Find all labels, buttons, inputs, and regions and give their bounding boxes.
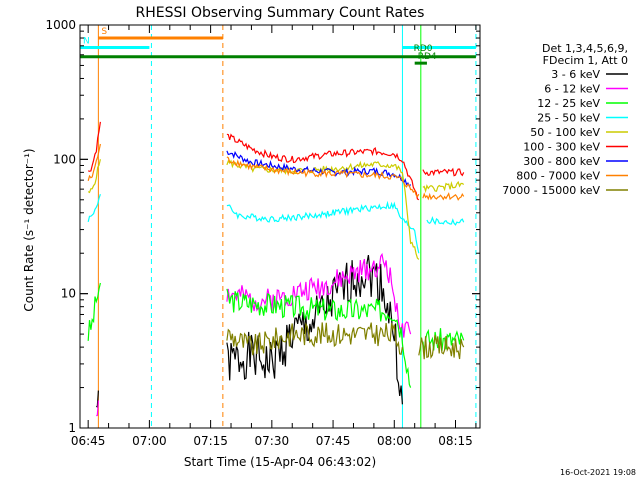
x-tick-label: 08:15	[438, 434, 473, 448]
legend-entry-label: 50 - 100 keV	[530, 126, 600, 139]
legend-entry-label: 300 - 800 keV	[523, 155, 600, 168]
series-line-5-0	[87, 121, 101, 172]
series-line-7-2	[422, 192, 465, 201]
legend-header-0: Det 1,3,4,5,6,9,	[542, 42, 628, 55]
series-line-0-0	[95, 390, 99, 409]
series-line-2-0	[87, 282, 101, 341]
annotation-label-0: S	[101, 27, 107, 37]
series-line-4-2	[422, 180, 465, 194]
x-tick-label: 06:45	[71, 434, 106, 448]
x-tick-label: 07:30	[255, 434, 290, 448]
axes: 1 10 100 1000 06:45 07:00 07:15 07:30 07:45 08:00…	[45, 18, 481, 448]
series-line-5-2	[422, 167, 465, 177]
series-line-3-1	[226, 200, 420, 254]
footer-date: 16-Oct-2021 19:08	[560, 468, 636, 477]
x-tick-label: 07:15	[193, 434, 228, 448]
series-line-5-1	[226, 133, 420, 201]
annotation-label-1: N	[83, 36, 90, 46]
y-tick-label: 1000	[45, 18, 76, 32]
y-tick-label: 100	[53, 152, 76, 166]
legend-entry-label: 7000 - 15000 keV	[502, 184, 600, 197]
series-line-8-1	[418, 335, 465, 360]
legend-entry-label: 12 - 25 keV	[537, 97, 600, 110]
series-line-8-0	[226, 322, 403, 356]
series-line-1-0	[96, 400, 99, 417]
series-line-4-0	[87, 159, 101, 194]
series-line-3-0	[87, 194, 101, 223]
x-tick-label: 07:00	[132, 434, 167, 448]
plot-frame	[79, 24, 481, 429]
annotation-label-5: RD0	[414, 44, 433, 54]
legend-entry-label: 800 - 7000 keV	[516, 170, 600, 183]
series-line-0-1	[226, 254, 403, 405]
y-tick-label: 1	[68, 421, 76, 435]
x-tick-label: 08:00	[377, 434, 412, 448]
series-line-7-0	[87, 143, 101, 181]
legend-header-1: FDecim 1, Att 0	[543, 54, 628, 67]
legend-entry-label: 25 - 50 keV	[537, 112, 600, 125]
legend-entry-label: 6 - 12 keV	[544, 83, 600, 96]
chart-title: RHESSI Observing Summary Count Rates	[136, 5, 425, 21]
series-line-2-1	[226, 288, 412, 388]
series-line-4-1	[226, 159, 420, 260]
legend: Det 1,3,4,5,6,9,FDecim 1, Att 03 - 6 keV…	[502, 42, 628, 197]
series-line-6-0	[226, 150, 412, 188]
legend-entry-label: 3 - 6 keV	[551, 68, 600, 81]
series-line-7-1	[226, 156, 420, 198]
series-line-1-1	[226, 252, 412, 338]
annotation-label-4: RD4	[418, 52, 437, 62]
series-line-3-2	[426, 216, 465, 226]
y-tick-label: 10	[61, 287, 76, 301]
x-axis-label: Start Time (15-Apr-04 06:43:02)	[184, 455, 376, 469]
y-axis-label: Count Rate (s⁻¹ detector⁻¹)	[22, 148, 36, 311]
legend-entry-label: 100 - 300 keV	[523, 141, 600, 154]
x-tick-label: 07:45	[316, 434, 351, 448]
